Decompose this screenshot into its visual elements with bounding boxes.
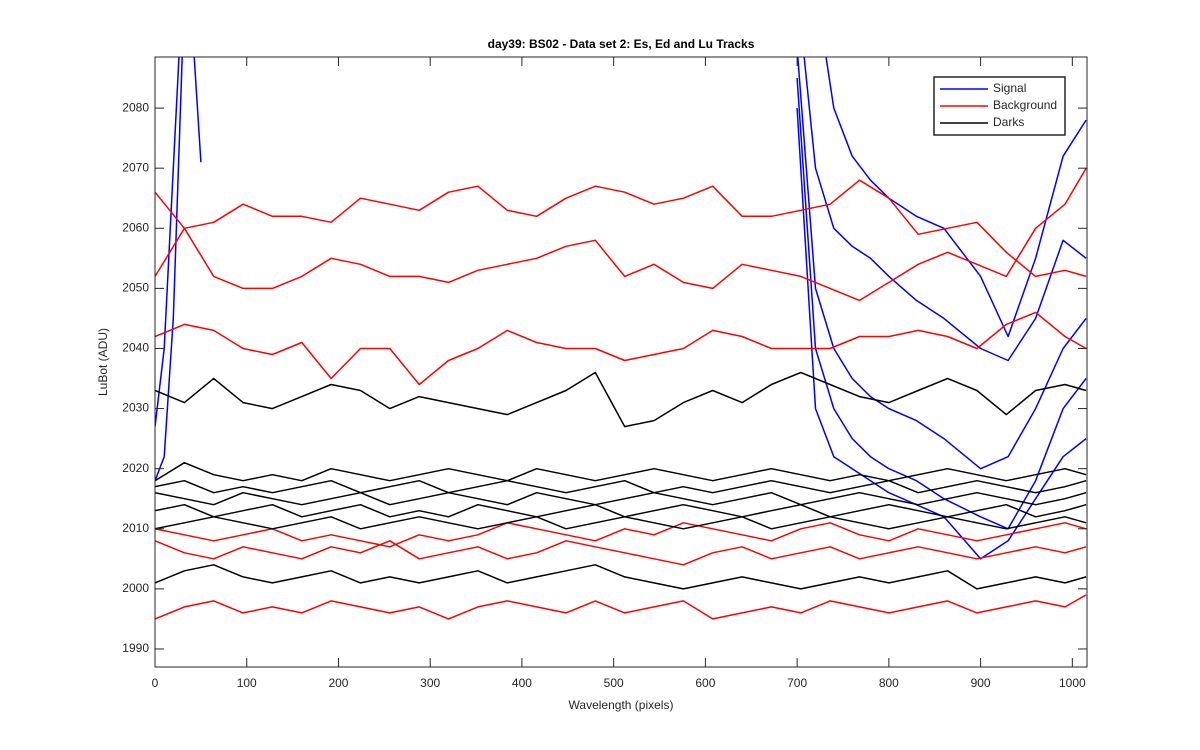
x-axis-label: Wavelength (pixels) — [569, 698, 674, 712]
data-line — [155, 516, 1087, 530]
data-line — [796, 77, 1087, 530]
data-line — [155, 179, 1087, 278]
x-tick-label: 0 — [152, 676, 159, 690]
data-line — [155, 167, 1087, 302]
x-tick-label: 800 — [879, 676, 899, 690]
legend: Signal Background Darks — [933, 76, 1066, 136]
data-line — [155, 311, 1087, 386]
data-line — [155, 57, 1087, 427]
data-line — [155, 594, 1087, 620]
x-tick-label: 1000 — [1059, 676, 1086, 690]
data-line — [155, 479, 1087, 494]
y-tick-label: 2010 — [122, 521, 149, 535]
legend-label: Background — [993, 98, 1057, 112]
y-axis-label: LuBot (ADU) — [96, 328, 110, 396]
y-tick-label: 2040 — [122, 341, 149, 355]
x-tick-label: 500 — [604, 676, 624, 690]
y-tick-label: 2030 — [122, 401, 149, 415]
x-tick-label: 600 — [695, 676, 715, 690]
axes-box — [154, 56, 1088, 668]
data-line — [155, 371, 1087, 428]
y-tick-label: 2020 — [122, 461, 149, 475]
data-line — [155, 491, 1087, 506]
legend-label: Darks — [993, 115, 1024, 129]
lines — [155, 57, 1087, 620]
data-line — [155, 540, 1087, 566]
y-tick-label: 2000 — [122, 581, 149, 595]
legend-label: Signal — [993, 81, 1026, 95]
y-tick-label: 2070 — [122, 160, 149, 174]
y-tick-label: 2050 — [122, 281, 149, 295]
x-tick-label: 900 — [971, 676, 991, 690]
x-tick-label: 100 — [237, 676, 257, 690]
y-tick-label: 1990 — [122, 641, 149, 655]
data-line — [155, 522, 1087, 548]
x-tick-label: 200 — [328, 676, 348, 690]
y-tick-label: 2060 — [122, 220, 149, 234]
axes: 0 100 200 300 400 500 600 700 800 900 1000 1990 2000… — [122, 56, 1088, 690]
x-tick-label: 400 — [512, 676, 532, 690]
data-line — [155, 461, 1087, 482]
plot-area — [155, 57, 1087, 667]
chart-title: day39: BS02 - Data set 2: Es, Ed and Lu … — [488, 37, 755, 51]
x-tick-label: 300 — [420, 676, 440, 690]
x-tick-label: 700 — [787, 676, 807, 690]
y-tick-label: 2080 — [122, 100, 149, 114]
data-line — [155, 57, 1087, 481]
data-line — [797, 57, 1087, 470]
data-line — [155, 564, 1087, 590]
